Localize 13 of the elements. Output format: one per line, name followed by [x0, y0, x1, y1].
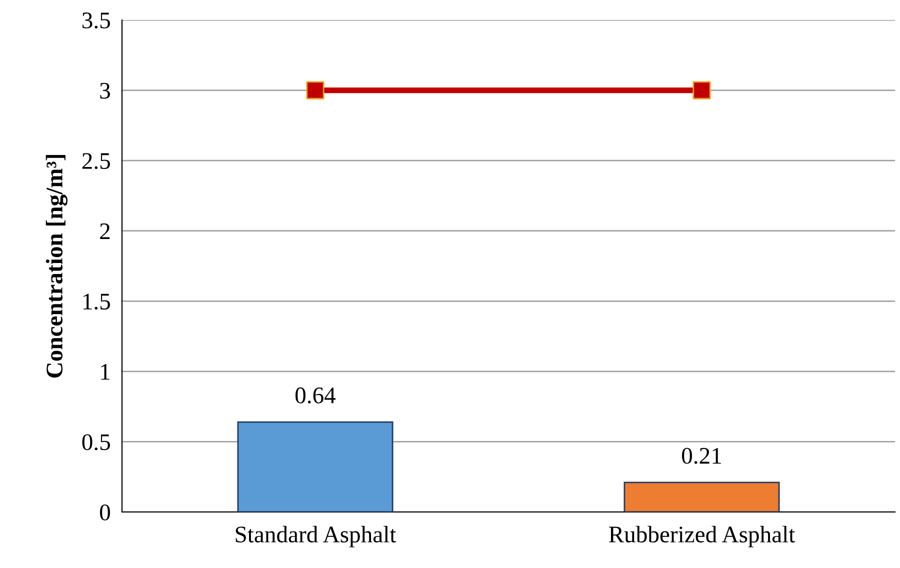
x-tick-label: Standard Asphalt [236, 526, 396, 548]
y-tick-label: 1.5 [83, 294, 110, 310]
x-tick-label: Rubberized Asphalt [608, 526, 796, 548]
y-tick-label: 0.5 [82, 434, 110, 450]
y-tick-label: 2.5 [82, 153, 110, 170]
y-tick-label: 3.5 [82, 12, 110, 29]
y-tick-label: 0 [100, 504, 110, 520]
y-tick-label: 1 [101, 364, 110, 380]
y-axis-title: Concentration [ng/m³] [46, 155, 68, 378]
data-label: 0.21 [682, 448, 721, 464]
y-tick-label: 3 [100, 82, 110, 99]
data-label: 0.64 [295, 387, 336, 404]
y-tick-label: 2 [100, 223, 110, 240]
